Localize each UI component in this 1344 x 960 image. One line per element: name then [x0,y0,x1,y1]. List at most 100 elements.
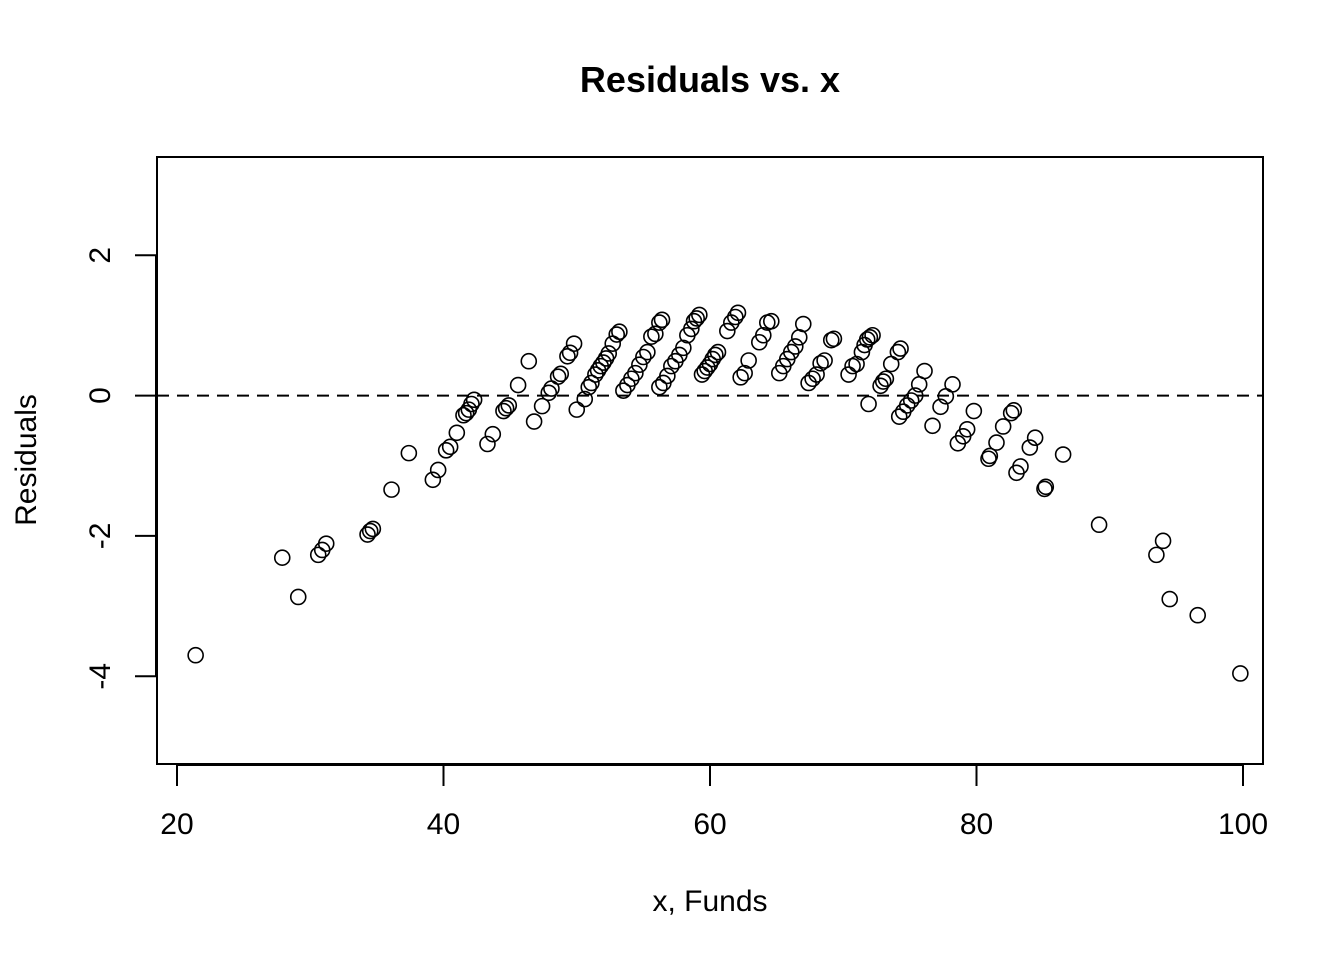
data-point [755,326,772,344]
plot-frame [156,156,1264,765]
data-point [762,312,780,330]
data-point [455,406,472,424]
data-point [639,343,656,361]
data-point [611,323,628,341]
data-point [944,376,961,393]
x-axis: 20 40 60 80 100 [160,764,1268,841]
data-point [709,343,727,361]
data-point [647,325,664,343]
data-point [309,546,327,564]
data-point [448,424,466,442]
data-point [808,366,825,383]
data-point [289,588,307,606]
data-point [533,397,551,415]
data-point [877,370,895,388]
data-point [583,374,600,392]
data-point [732,369,749,386]
data-point [1002,404,1020,422]
data-point [627,364,644,382]
data-point [1054,446,1072,463]
x-tick-label: 80 [960,808,993,841]
data-point [786,338,804,355]
data-point [898,397,916,414]
x-tick-label: 100 [1218,808,1268,841]
data-point [699,359,716,376]
x-axis-label: x, Funds [652,885,767,918]
data-point [794,315,812,333]
data-point [631,356,648,374]
x-tick-label: 20 [160,808,193,841]
data-point [383,481,400,498]
data-point [861,329,879,346]
data-point [1189,606,1207,624]
data-point [400,444,418,462]
data-point [816,352,833,369]
data-point [860,395,877,413]
data-point [552,365,570,383]
data-point [812,355,829,372]
data-point [651,378,668,396]
data-point [858,331,876,348]
data-point [1021,439,1039,456]
data-point [457,404,475,422]
data-point [1161,590,1179,608]
data-point [608,326,626,343]
data-point [653,311,671,329]
data-point [465,391,483,409]
data-point [1090,516,1108,534]
data-point [727,308,744,326]
data-point [691,306,708,324]
chart-title: Residuals vs. x [580,59,840,100]
data-point [1005,402,1023,419]
data-point [1036,480,1053,498]
data-point [273,549,291,566]
data-point [889,343,907,361]
data-point [359,526,376,543]
data-point [994,418,1012,435]
data-point [549,368,567,385]
data-point [707,346,724,364]
data-point [736,364,753,382]
data-point [965,402,983,420]
data-point [437,442,455,459]
data-point [719,322,736,340]
data-point [659,367,676,385]
data-point [500,397,518,414]
data-point [525,413,543,430]
data-point [484,425,502,443]
data-point [479,435,496,453]
data-point [463,395,480,413]
data-point [958,420,976,438]
x-tick-label: 40 [427,808,460,841]
data-point [840,366,857,383]
data-point [848,355,865,373]
data-point [1012,458,1029,475]
data-point [906,387,924,404]
data-point [643,328,660,345]
data-point [651,314,668,331]
y-axis: -4 -2 0 2 [84,247,157,690]
data-point [1148,546,1165,564]
data-point [924,417,941,435]
data-point [424,471,442,489]
data-point [576,390,594,408]
y-tick-label: -4 [84,663,117,690]
data-point [317,535,335,552]
data-point [988,434,1005,451]
data-point [441,438,459,456]
data-point [825,330,843,348]
x-tick-label: 60 [693,808,726,841]
data-point [600,345,618,362]
data-point [635,348,652,366]
data-point [429,461,447,479]
data-point [495,402,512,420]
data-point [587,366,604,383]
data-point [1232,665,1249,682]
data-point [688,310,705,327]
data-point [364,520,382,538]
data-point [559,347,576,365]
data-point [187,646,204,664]
data-point [800,374,817,392]
